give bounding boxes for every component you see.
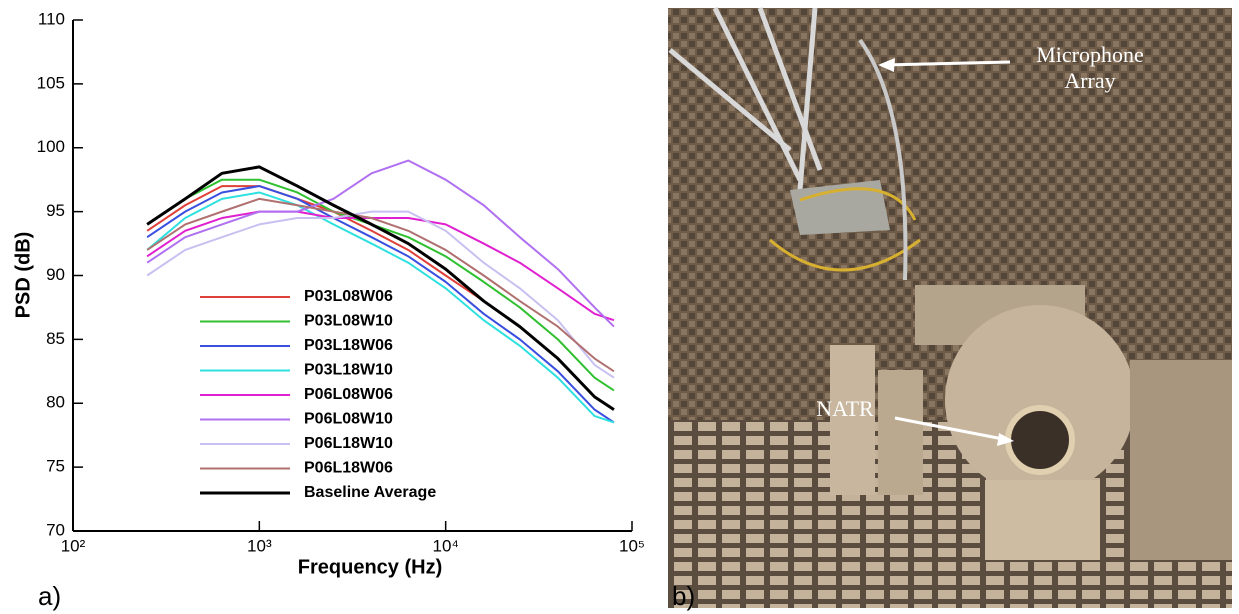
annotation: NATR bbox=[816, 396, 874, 421]
legend-label: P03L08W06 bbox=[304, 288, 393, 305]
legend-label: P03L08W10 bbox=[304, 313, 393, 330]
y-tick-label: 85 bbox=[46, 329, 65, 348]
series-line bbox=[146, 178, 615, 392]
legend-label: P06L08W10 bbox=[304, 411, 393, 428]
x-tick-label: 10⁴ bbox=[433, 536, 459, 555]
series-line bbox=[146, 165, 615, 411]
y-tick-label: 100 bbox=[37, 137, 65, 156]
y-tick-label: 75 bbox=[46, 457, 65, 476]
y-tick-label: 90 bbox=[46, 265, 65, 284]
y-tick-label: 95 bbox=[46, 201, 65, 220]
panel-label: a) bbox=[38, 581, 61, 611]
x-tick-label: 10² bbox=[61, 536, 86, 555]
series-line bbox=[146, 159, 615, 328]
series-line bbox=[146, 210, 615, 322]
legend-label: P03L18W06 bbox=[304, 337, 393, 354]
y-axis-title: PSD (dB) bbox=[12, 232, 34, 319]
y-tick-label: 105 bbox=[37, 73, 65, 92]
annotation: Microphone Array bbox=[1036, 42, 1144, 93]
photo bbox=[668, 6, 1232, 608]
legend-label: Baseline Average bbox=[304, 484, 436, 501]
x-axis-title: Frequency (Hz) bbox=[298, 556, 442, 578]
series-line bbox=[146, 197, 615, 373]
legend-label: P03L18W10 bbox=[304, 362, 393, 379]
legend-label: P06L08W06 bbox=[304, 386, 393, 403]
x-tick-label: 10³ bbox=[247, 536, 272, 555]
series-line bbox=[146, 191, 615, 424]
series-line bbox=[146, 185, 615, 424]
y-tick-label: 110 bbox=[38, 9, 65, 28]
x-tick-label: 10⁵ bbox=[619, 536, 645, 555]
panel-label: b) bbox=[672, 581, 695, 611]
legend-label: P06L18W10 bbox=[304, 435, 393, 452]
y-tick-label: 70 bbox=[46, 520, 65, 539]
legend-label: P06L18W06 bbox=[304, 460, 393, 477]
y-tick-label: 80 bbox=[46, 393, 65, 412]
series-line bbox=[146, 210, 615, 379]
